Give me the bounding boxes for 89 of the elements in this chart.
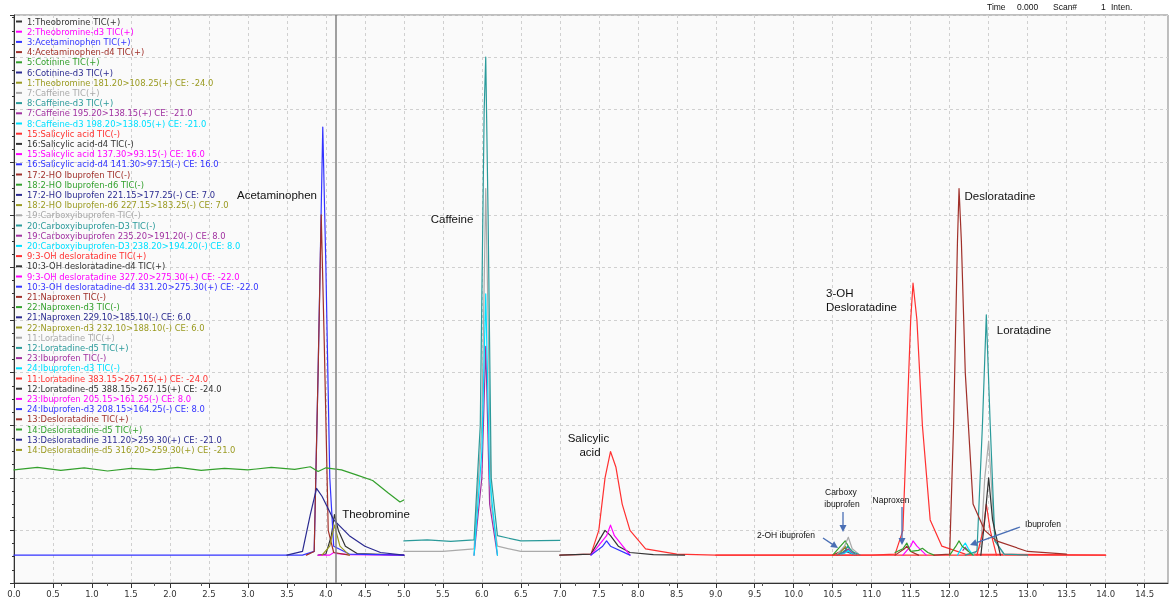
- x-tick-label: 0.5: [46, 588, 60, 599]
- annotation: 3-OH Desloratadine: [826, 286, 897, 314]
- legend-label: 16:Salicylic acid-d4 141.30>97.15(-) CE: 16.0: [27, 159, 219, 170]
- x-tick-label: 10.0: [784, 588, 804, 599]
- legend-label: 7:Caffeine 195.20>138.15(+) CE: -21.0: [27, 108, 193, 119]
- x-tick-label: 2.5: [202, 588, 216, 599]
- x-tick-label: 7.0: [553, 588, 567, 599]
- x-tick-label: 13.5: [1057, 588, 1077, 599]
- legend-label: 6:Cotinine-d3 TIC(+): [27, 67, 114, 78]
- text: Inten.: [1111, 2, 1133, 12]
- legend-label: 5:Cotinine TIC(+): [27, 57, 100, 68]
- legend-label: 19:Carboxyibuprofen TIC(-): [27, 210, 141, 221]
- x-tick-label: 10.5: [823, 588, 843, 599]
- x-tick-label: 3.5: [280, 588, 294, 599]
- legend-label: 19:Carboxyibuprofen 235.20>191.20(-) CE: 8.0: [27, 230, 226, 241]
- x-tick-label: 8.0: [631, 588, 645, 599]
- annotation: Carboxy ibuprofen: [824, 487, 860, 509]
- x-tick-label: 4.0: [319, 588, 333, 599]
- annotation: Loratadine: [996, 324, 1052, 336]
- legend-label: 15:Salicylic acid 137.30>93.15(-) CE: 16.0: [27, 149, 205, 160]
- x-tick-label: 11.0: [862, 588, 882, 599]
- legend-label: 14:Desloratadine-d5 TIC(+): [27, 424, 143, 435]
- annotation: Naproxen: [872, 495, 910, 505]
- annotation: Caffeine: [430, 213, 474, 225]
- legend-label: 21:Naproxen TIC(-): [27, 291, 107, 302]
- legend-label: 13:Desloratadine 311.20>259.30(+) CE: -21.0: [27, 434, 222, 445]
- legend-label: 23:Ibuprofen TIC(-): [27, 353, 107, 364]
- legend-label: 17:2-HO Ibuprofen TIC(-): [27, 169, 131, 180]
- legend-label: 21:Naproxen 229.10>185.10(-) CE: 6.0: [27, 312, 191, 323]
- legend-label: 11:Loratadine TIC(+): [27, 332, 115, 343]
- legend-label: 4:Acetaminophen-d4 TIC(+): [27, 47, 145, 58]
- text: Scan#: [1053, 2, 1078, 12]
- legend-label: 20:Carboxyibuprofen-D3 TIC(-): [27, 220, 156, 231]
- legend-label: 7:Caffeine TIC(+): [27, 87, 100, 98]
- x-tick-label: 1.0: [85, 588, 99, 599]
- x-tick-label: 0.0: [7, 588, 21, 599]
- legend-label: 11:Loratadine 383.15>267.15(+) CE: -24.0: [27, 373, 209, 384]
- legend-label: 8:Caffeine-d3 198.20>138.05(+) CE: -21.0: [27, 118, 207, 129]
- legend-label: 12:Loratadine-d5 TIC(+): [27, 342, 129, 353]
- annotation: 2-OH ibuprofen: [756, 530, 816, 540]
- x-tick-label: 2.0: [163, 588, 177, 599]
- legend-label: 10:3-OH desloratadine-d4 331.20>275.30(+) CE: -22.0: [27, 281, 259, 292]
- text: Time: [987, 2, 1006, 12]
- legend-label: 15:Salicylic acid TIC(-): [27, 128, 121, 139]
- x-tick-label: 1.5: [124, 588, 138, 599]
- annotation: Salicylic acid: [567, 431, 613, 459]
- legend-label: 18:2-HO Ibuprofen-d6 227.15>183.25(-) CE: 7.0: [27, 200, 229, 211]
- text: 0.000: [1017, 2, 1039, 12]
- legend-label: 20:Carboxyibuprofen-D3 238.20>194.20(-) CE: 8.0: [27, 240, 241, 251]
- x-tick-label: 3.0: [241, 588, 255, 599]
- legend-label: 9:3-OH desloratadine 327.20>275.30(+) CE: -22.0: [27, 271, 240, 282]
- legend-label: 13:Desloratadine TIC(+): [27, 414, 129, 425]
- legend-label: 22:Naproxen-d3 TIC(-): [27, 302, 120, 313]
- legend-label: 18:2-HO Ibuprofen-d6 TIC(-): [27, 179, 144, 190]
- legend-label: 8:Caffeine-d3 TIC(+): [27, 98, 114, 109]
- x-tick-label: 6.5: [514, 588, 528, 599]
- x-tick-label: 4.5: [358, 588, 372, 599]
- x-tick-label: 11.5: [901, 588, 921, 599]
- legend-label: 22:Naproxen-d3 232.10>188.10(-) CE: 6.0: [27, 322, 205, 333]
- x-tick-label: 7.5: [592, 588, 606, 599]
- legend-label: 24:Ibuprofen-d3 TIC(-): [27, 363, 120, 374]
- legend-label: 1:Theobromine 181.20>108.25(+) CE: -24.0: [27, 77, 214, 88]
- text: 1: [1101, 2, 1106, 12]
- x-tick-label: 9.0: [708, 588, 723, 599]
- x-tick-label: 13.0: [1018, 588, 1038, 599]
- annotation: Theobromine: [342, 508, 410, 520]
- legend-label: 3:Acetaminophen TIC(+): [27, 36, 131, 47]
- x-tick-label: 14.0: [1096, 588, 1116, 599]
- legend-label: 10:3-OH desloratadine-d4 TIC(+): [27, 261, 166, 272]
- legend-label: 17:2-HO Ibuprofen 221.15>177.25(-) CE: 7.0: [27, 189, 216, 200]
- x-tick-label: 12.0: [940, 588, 960, 599]
- legend-label: 2:Theobromine-d3 TIC(+): [27, 26, 134, 37]
- x-tick-label: 12.5: [979, 588, 999, 599]
- legend-label: 23:Ibuprofen 205.15>161.25(-) CE: 8.0: [27, 393, 192, 404]
- annotation: Acetaminophen: [237, 189, 317, 201]
- x-tick-label: 6.0: [475, 588, 489, 599]
- x-tick-label: 5.0: [397, 588, 411, 599]
- x-tick-label: 14.5: [1135, 588, 1155, 599]
- annotation: Ibuprofen: [1025, 519, 1062, 529]
- legend-label: 12:Loratadine-d5 388.15>267.15(+) CE: -24.0: [27, 383, 222, 394]
- legend-label: 24:Ibuprofen-d3 208.15>164.25(-) CE: 8.0: [27, 404, 205, 415]
- legend-label: 16:Salicylic acid-d4 TIC(-): [27, 138, 134, 149]
- x-tick-label: 9.5: [747, 588, 762, 599]
- x-tick-label: 5.5: [436, 588, 450, 599]
- legend-label: 9:3-OH desloratadine TIC(+): [27, 251, 147, 262]
- legend-label: 1:Theobromine TIC(+): [27, 16, 121, 27]
- annotation: Desloratadine: [964, 190, 1036, 202]
- legend-label: 14:Desloratadine-d5 316.20>259.30(+) CE: -21.0: [27, 444, 236, 455]
- x-tick-label: 8.5: [670, 588, 684, 599]
